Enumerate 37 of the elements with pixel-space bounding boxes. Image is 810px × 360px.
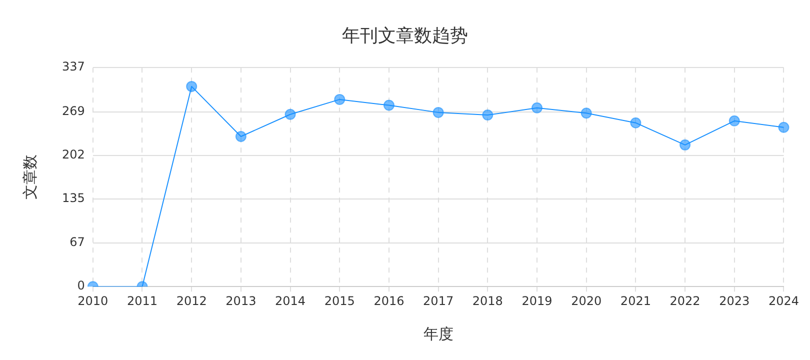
y-tick-label: 202 [62, 147, 85, 162]
point [532, 102, 543, 114]
x-tick-label: 2023 [719, 294, 750, 308]
x-tick-label: 2020 [571, 294, 602, 308]
chart-title: 年刊文章数趋势 [342, 25, 468, 46]
point [482, 110, 494, 121]
x-tick-label: 2013 [226, 294, 256, 308]
x-tick-label: 2022 [670, 294, 700, 308]
x-tick-label: 2018 [472, 294, 503, 308]
point [680, 139, 691, 150]
point [580, 108, 592, 119]
x-tick-label: 2012 [176, 294, 207, 308]
x-tick-label: 2016 [374, 294, 404, 308]
y-tick-label: 67 [70, 235, 85, 250]
x-tick-label: 2017 [423, 294, 454, 308]
x-tick-label: 2015 [324, 294, 355, 308]
x-tick-label: 2024 [768, 294, 800, 308]
x-tick-label: 2011 [126, 294, 158, 308]
point [728, 115, 740, 126]
x-axis-title: 年度 [423, 324, 454, 343]
x-tick-label: 2010 [78, 294, 108, 308]
point [284, 108, 296, 120]
point [383, 100, 394, 111]
point [630, 117, 642, 128]
y-axis-title: 文章数 [20, 154, 39, 200]
x-tick-label: 2019 [522, 294, 552, 308]
x-tick-label: 2021 [620, 294, 651, 308]
y-tick-label: 337 [62, 60, 85, 74]
point [186, 80, 198, 92]
x-tick-label: 2014 [275, 294, 306, 308]
point [334, 94, 346, 105]
point [432, 106, 444, 118]
y-tick-label: 269 [62, 104, 85, 118]
point [235, 130, 246, 142]
y-tick-label: 135 [62, 190, 85, 205]
point [778, 122, 790, 133]
y-tick-label: 0 [77, 278, 85, 293]
